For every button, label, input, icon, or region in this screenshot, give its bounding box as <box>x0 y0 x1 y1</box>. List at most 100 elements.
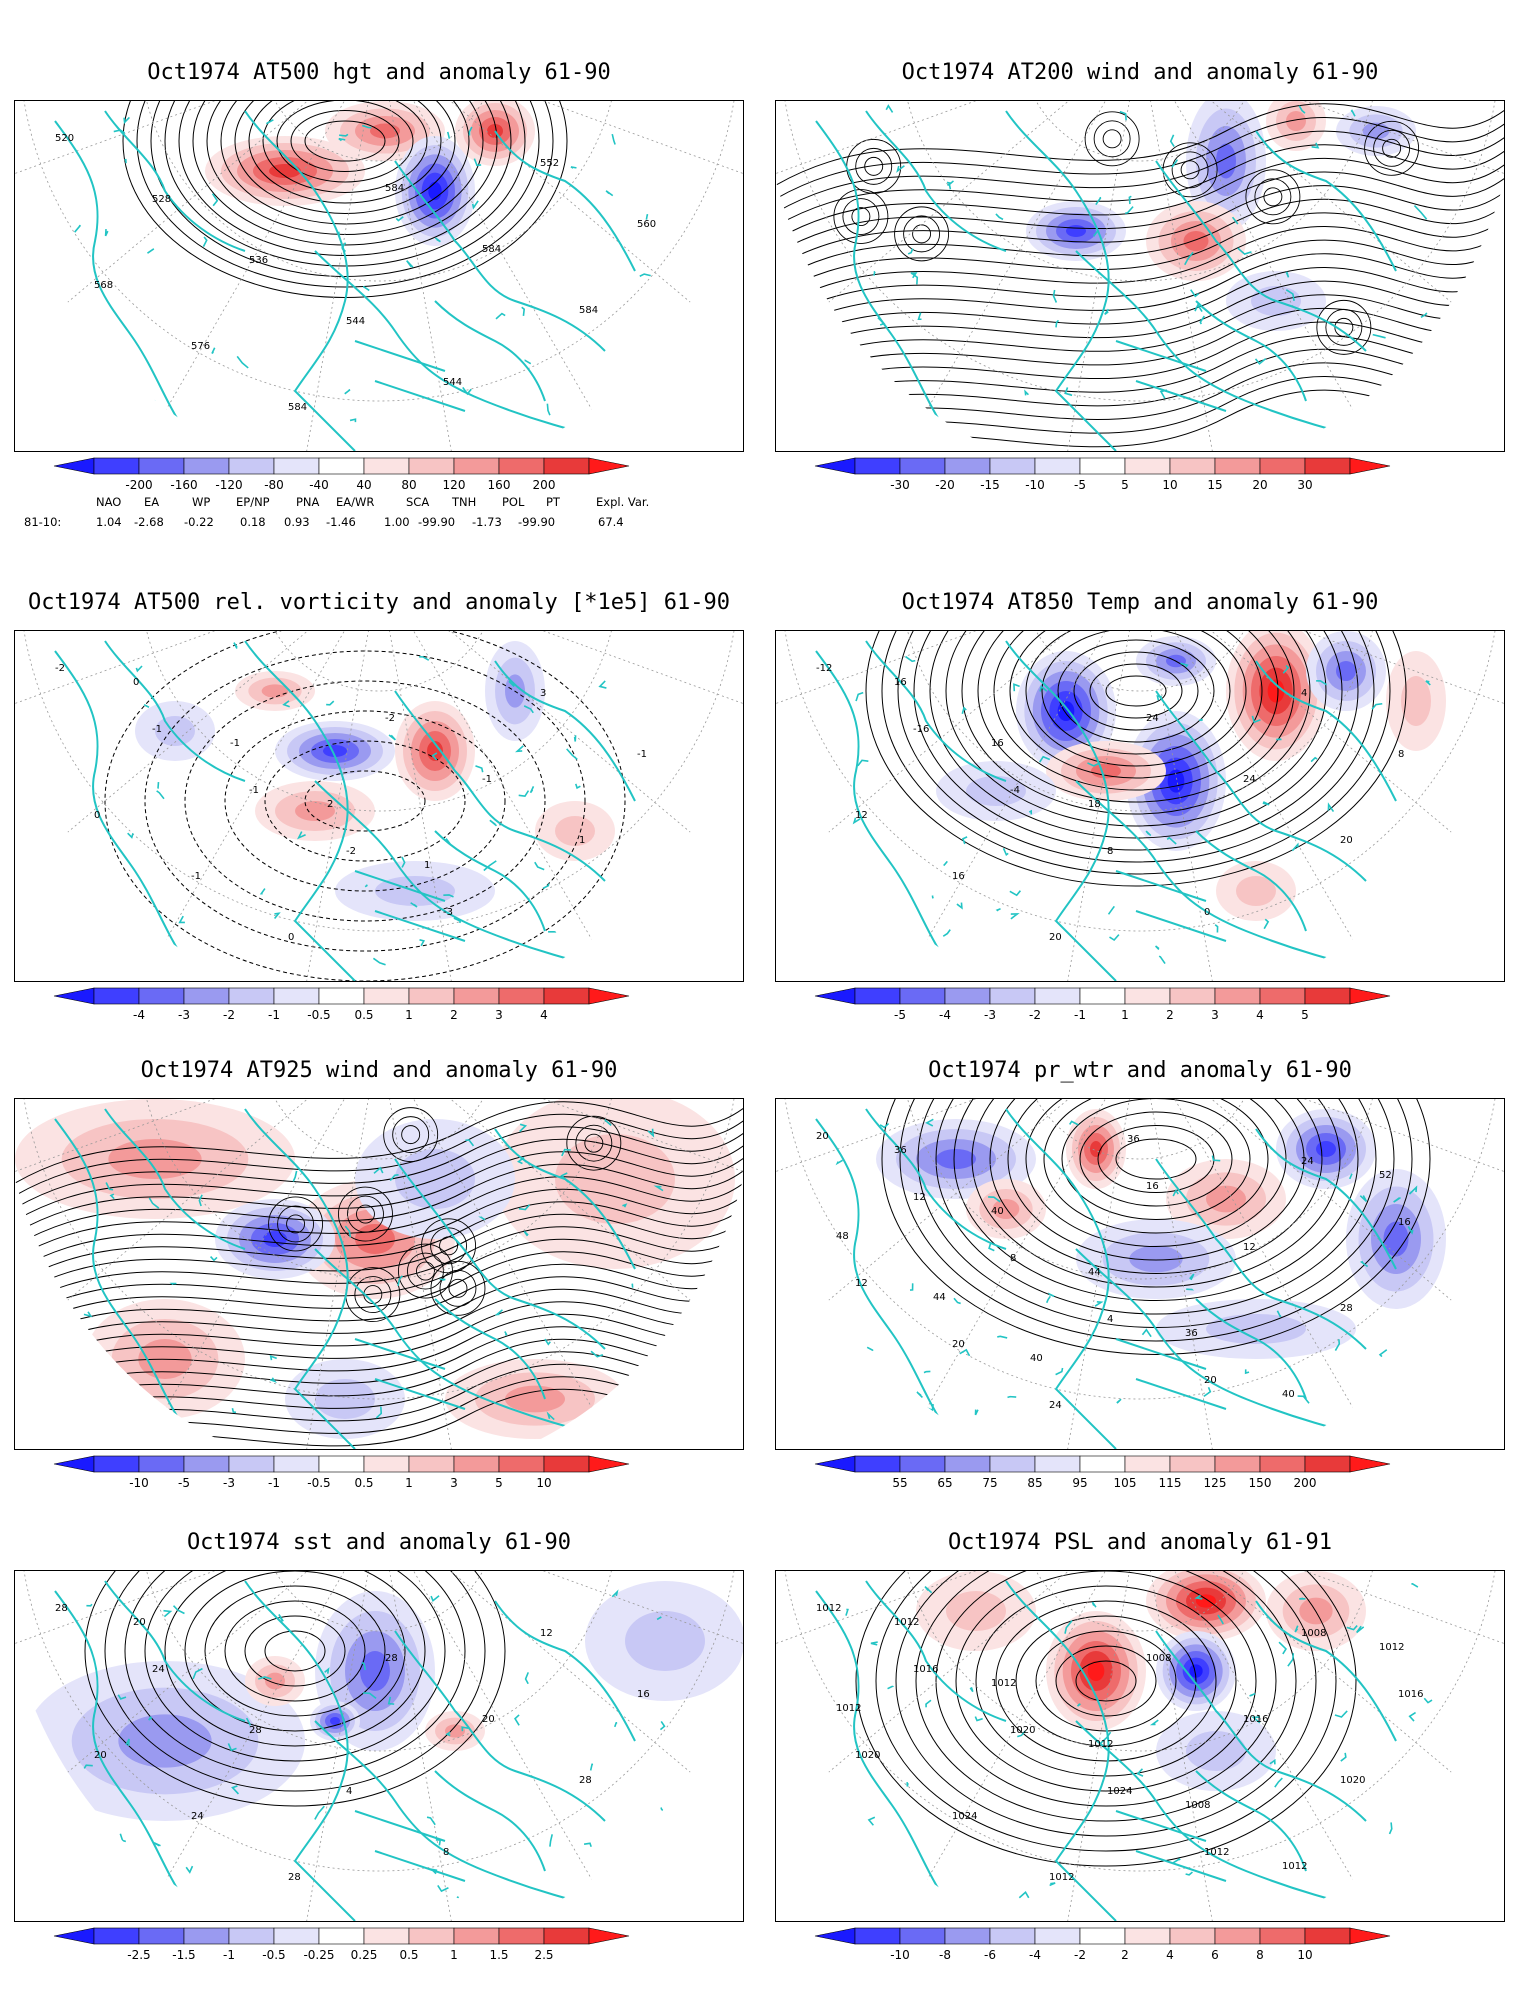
colorbar-swatch <box>138 1927 185 1945</box>
colorbar-tick-label: -30 <box>890 478 910 492</box>
contour-label: 576 <box>191 341 210 352</box>
contour-label: 8 <box>1398 749 1404 760</box>
contour-label: 28 <box>288 1872 301 1883</box>
contour-label: -16 <box>913 724 929 735</box>
contour-label: 1012 <box>816 1603 841 1614</box>
contour-label: 4 <box>346 1786 352 1797</box>
colorbar-tick-label: 20 <box>1252 478 1267 492</box>
colorbar-tick-label: -20 <box>935 478 955 492</box>
colorbar-swatch <box>498 1455 545 1473</box>
contour-label: 1024 <box>952 1811 977 1822</box>
graticule <box>776 1571 1504 1921</box>
contour-label: -12 <box>816 663 832 674</box>
contour-lines <box>84 1571 506 1807</box>
colorbar-tick-label: -200 <box>125 478 152 492</box>
contour-label: 536 <box>249 255 268 266</box>
colorbar-tick-label: 120 <box>443 478 466 492</box>
colorbar-swatch <box>1169 457 1216 475</box>
contour-label: 1012 <box>1049 1872 1074 1883</box>
negative-anomaly <box>1346 1169 1446 1309</box>
index-value: -1.73 <box>472 515 502 529</box>
colorbar-tick-label: 3 <box>495 1008 503 1022</box>
colorbar-swatch <box>1124 1927 1171 1945</box>
colorbar: -200 -160 -120 -80 -40 40 80 120 160 200 <box>53 457 704 502</box>
colorbar-swatch <box>1214 987 1261 1005</box>
contour-label: 1016 <box>1398 1689 1423 1700</box>
colorbar-tick-label: -3 <box>223 1476 235 1490</box>
colorbar-swatch <box>1259 987 1306 1005</box>
colorbar-tick-label: 0.5 <box>354 1008 373 1022</box>
colorbar-swatch <box>944 1455 991 1473</box>
colorbar-swatch <box>1079 1455 1126 1473</box>
colorbar-tick-label: 10 <box>536 1476 551 1490</box>
panel-p8: Oct1974 PSL and anomaly 61-91 1012 1016 10… <box>775 1530 1505 1970</box>
index-header: POL <box>502 495 525 509</box>
colorbar-swatch <box>318 1455 365 1473</box>
contour-label: 20 <box>1340 835 1353 846</box>
colorbar-tick-label: -1 <box>1074 1008 1086 1022</box>
contour-lines <box>104 631 626 981</box>
colorbar-tick-label: 65 <box>937 1476 952 1490</box>
colorbar-tick-label: -1.5 <box>172 1948 195 1962</box>
coastlines <box>815 1108 1418 1449</box>
contour-label: 0 <box>676 896 682 907</box>
negative-anomaly <box>310 1701 360 1741</box>
contour-labels: 520 528 536 544 544 552 560 568 576 584 584 584 584 <box>55 133 656 413</box>
colorbar-swatch <box>899 987 946 1005</box>
map-content: 520 528 536 544 544 552 560 568 576 584 584 584 584 <box>15 101 743 451</box>
contour-label: 24 <box>1049 1400 1062 1411</box>
colorbar-tick-label: 1 <box>405 1476 413 1490</box>
negative-anomaly <box>395 136 475 246</box>
contour-label: 0 <box>1204 907 1210 918</box>
colorbar-swatch <box>989 987 1036 1005</box>
colorbar-swatch <box>273 1455 320 1473</box>
contour-label: 1 <box>579 835 585 846</box>
map-frame <box>14 1098 744 1450</box>
contour-label: 24 <box>152 1664 165 1675</box>
colorbar-swatch <box>408 457 455 475</box>
contour-label: 24 <box>1301 1156 1314 1167</box>
graticule <box>776 101 1504 451</box>
colorbar-swatch <box>273 457 320 475</box>
colorbar-swatch <box>318 1927 365 1945</box>
map-frame: 520 528 536 544 544 552 560 568 576 584 584 584 584 <box>14 100 744 452</box>
contour-label: 1012 <box>1204 1847 1229 1858</box>
colorbar-swatch <box>1079 1927 1126 1945</box>
colorbar-swatch <box>944 987 991 1005</box>
contour-label: 12 <box>1243 1242 1256 1253</box>
contour-label: 28 <box>249 1725 262 1736</box>
colorbar-swatch <box>408 987 455 1005</box>
colorbar-swatch <box>318 457 365 475</box>
positive-anomaly <box>495 1099 735 1269</box>
contour-label: 584 <box>579 305 598 316</box>
colorbar-swatches <box>814 1927 1391 1945</box>
contour-lines <box>865 631 1407 887</box>
contour-label: 1016 <box>913 1664 938 1675</box>
panel-title: Oct1974 AT500 hgt and anomaly 61-90 <box>147 60 611 85</box>
contour-label: 52 <box>1379 1170 1392 1181</box>
colorbar-tick-label: -2 <box>1074 1948 1086 1962</box>
colorbar-swatch <box>498 987 545 1005</box>
index-header: TNH <box>452 495 477 509</box>
index-header: WP <box>192 495 211 509</box>
index-value: -99.90 <box>518 515 556 529</box>
colorbar-swatch <box>183 1455 230 1473</box>
colorbar-swatch <box>1079 457 1126 475</box>
colorbar-tick-label: 30 <box>1297 478 1312 492</box>
colorbar-swatch <box>1169 1455 1216 1473</box>
contour-lines <box>881 1099 1431 1355</box>
colorbar-swatch <box>408 1927 455 1945</box>
positive-anomaly <box>535 801 615 861</box>
negative-anomaly <box>215 1199 335 1279</box>
contour-label: 16 <box>1146 1181 1159 1192</box>
contour-label: 28 <box>55 1603 68 1614</box>
contour-label: 584 <box>482 244 501 255</box>
map-content: 28 24 28 4 8 12 16 20 24 28 28 20 28 12 20 <box>15 1571 743 1921</box>
contour-label: 20 <box>816 1131 829 1142</box>
colorbar-tick-label: -4 <box>1029 1948 1041 1962</box>
colorbar-swatch <box>453 1455 500 1473</box>
contour-label: 44 <box>933 1292 946 1303</box>
colorbar-swatch <box>944 457 991 475</box>
colorbar-swatch <box>1304 1455 1351 1473</box>
contour-label: 1 <box>424 860 430 871</box>
